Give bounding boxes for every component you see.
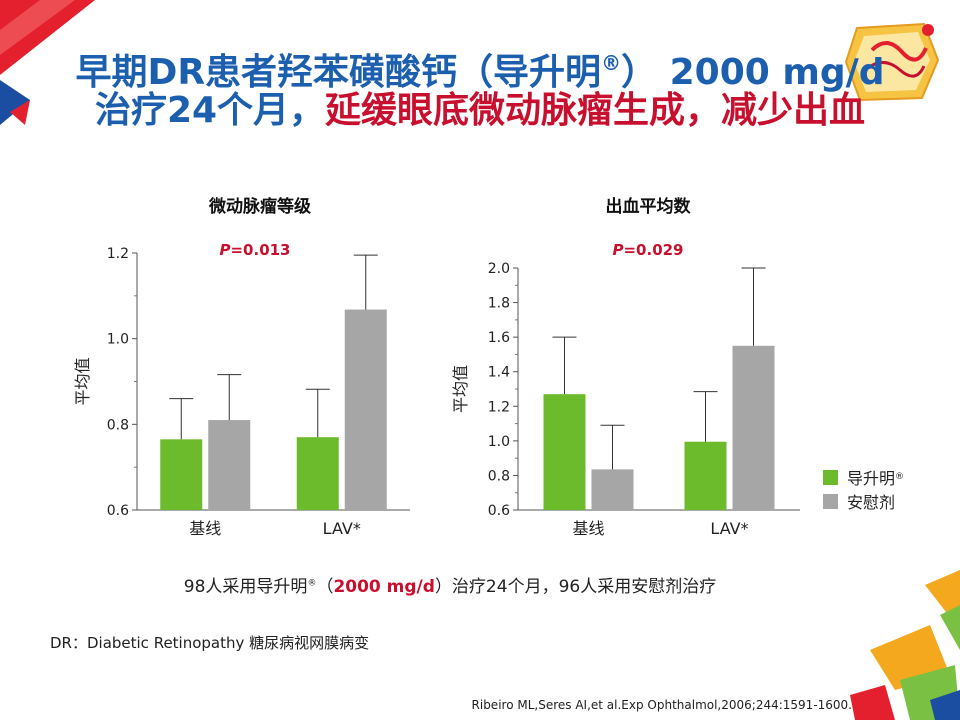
bar-drug [160, 439, 203, 510]
y-tick-label: 0.6 [488, 503, 510, 519]
caption-part3: ）治疗24个月，96人采用安慰剂治疗 [434, 577, 717, 597]
x-category-label: LAV* [710, 519, 748, 538]
title-registered-mark: ® [601, 51, 622, 75]
event-badge-logo [844, 22, 940, 102]
p-value-label: P=0.029 [612, 241, 683, 259]
bar-drug [684, 441, 727, 510]
legend-label-drug: 导升明 [847, 469, 896, 488]
caption-part1: 98人采用导升明 [183, 577, 308, 597]
p-value-number: =0.029 [623, 241, 683, 259]
caption-dose: 2000 mg/d [333, 577, 435, 597]
y-tick-label: 2.0 [488, 261, 510, 277]
legend-label-placebo: 安慰剂 [847, 493, 896, 512]
chart-microaneurysm-grade: 微动脉瘤等级 P=0.013 平均值 0.6 0.8 1.0 1.2 基线 LAV* [73, 196, 410, 538]
slide-title-line1: 早期DR患者羟苯磺酸钙（导升明®） 2000 mg/d [0, 40, 960, 96]
p-value-number: =0.013 [230, 241, 290, 259]
y-tick-label: 1.8 [488, 296, 510, 312]
y-axis-label: 平均值 [73, 357, 92, 405]
study-caption: 98人采用导升明®（2000 mg/d）治疗24个月，96人采用安慰剂治疗 [0, 572, 900, 597]
y-axis-label: 平均值 [451, 365, 470, 413]
y-tick-label: 1.4 [488, 365, 510, 381]
chart-title: 微动脉瘤等级 [208, 196, 311, 217]
legend-swatch-drug [823, 469, 838, 485]
y-tick-label: 1.2 [107, 246, 129, 262]
chart-hemorrhage-mean: 出血平均数 P=0.029 平均值 0.6 0.8 1.0 1.2 1.4 1.6 1.8 2.0 基… [451, 196, 800, 538]
x-category-label: LAV* [323, 519, 361, 538]
y-tick-label: 1.0 [488, 434, 510, 450]
title-line1-end: ） 2000 mg/d [621, 52, 885, 93]
bar-drug [296, 437, 339, 510]
footnote-dr-definition: DR：Diabetic Retinopathy 糖尿病视网膜病变 [50, 634, 370, 652]
p-value-symbol: P [612, 241, 623, 259]
legend: 导升明 ® 安慰剂 [823, 465, 904, 513]
bar-placebo [732, 345, 775, 510]
bar-drug [543, 394, 586, 510]
y-tick-label: 1.2 [488, 399, 510, 415]
decor-top-left [0, 0, 95, 125]
x-category-label: 基线 [572, 519, 604, 538]
y-tick-label: 0.8 [107, 417, 129, 433]
legend-item-drug: 导升明 ® [823, 465, 904, 489]
legend-item-placebo: 安慰剂 [823, 489, 904, 513]
p-value-symbol: P [219, 241, 230, 259]
y-tick-label: 1.0 [107, 332, 129, 348]
title-line2-blue: 治疗24个月， [94, 90, 326, 131]
chart-title: 出血平均数 [606, 196, 692, 217]
legend-registered-mark: ® [895, 472, 905, 482]
title-line1-main: 早期DR患者羟苯磺酸钙（导升明 [75, 52, 602, 93]
x-category-label: 基线 [189, 519, 221, 538]
y-tick-label: 0.8 [488, 468, 510, 484]
p-value-label: P=0.013 [219, 241, 290, 259]
title-line2-red: 延缓眼底微动脉瘤生成，减少出血 [325, 90, 866, 131]
caption-part2: （ [316, 577, 334, 597]
reference-citation: Ribeiro ML,Seres AI,et al.Exp Ophthalmol… [471, 698, 852, 712]
y-tick-label: 0.6 [107, 503, 129, 519]
bar-placebo [591, 469, 634, 510]
legend-swatch-placebo [823, 493, 838, 509]
bar-placebo [344, 309, 387, 510]
slide-title-line2: 治疗24个月，延缓眼底微动脉瘤生成，减少出血 [0, 88, 960, 134]
y-tick-label: 1.6 [488, 330, 510, 346]
caption-registered-mark: ® [307, 578, 317, 589]
bar-placebo [208, 420, 251, 510]
decor-bottom-right [850, 570, 960, 720]
